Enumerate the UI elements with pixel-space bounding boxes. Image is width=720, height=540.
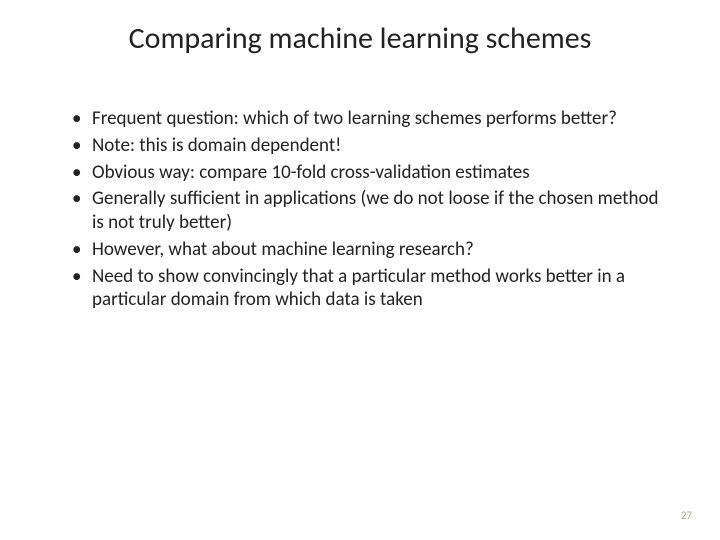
bullet-item: Need to show convincingly that a particu… — [70, 265, 660, 313]
bullet-item: However, what about machine learning res… — [70, 238, 660, 262]
slide-title: Comparing machine learning schemes — [0, 20, 720, 57]
bullet-item: Note: this is domain dependent! — [70, 134, 660, 158]
bullet-item: Obvious way: compare 10-fold cross-valid… — [70, 161, 660, 185]
slide-container: Comparing machine learning schemes Frequ… — [0, 0, 720, 540]
bullet-list: Frequent question: which of two learning… — [70, 107, 660, 312]
page-number: 27 — [681, 509, 692, 522]
slide-content: Frequent question: which of two learning… — [0, 107, 720, 312]
bullet-item: Frequent question: which of two learning… — [70, 107, 660, 131]
bullet-item: Generally sufficient in applications (we… — [70, 187, 660, 235]
